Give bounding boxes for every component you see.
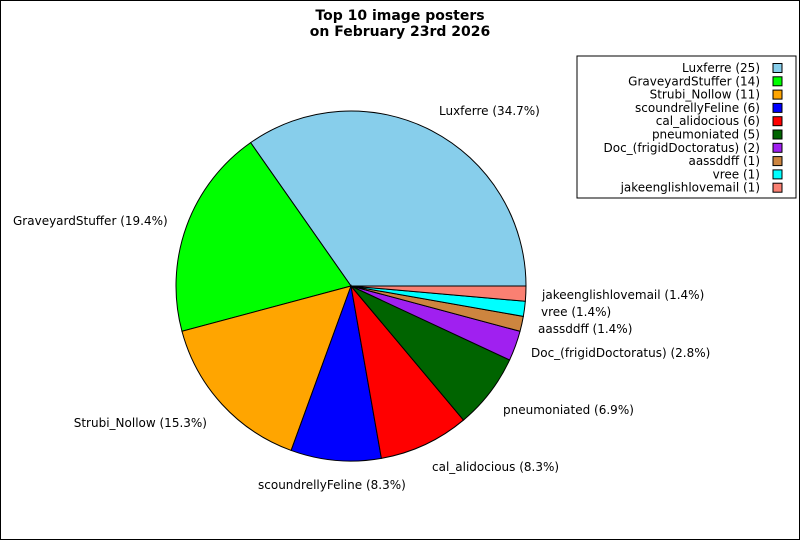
legend-box (576, 55, 797, 199)
legend-label: scoundrellyFeline (6) (635, 101, 760, 115)
legend-label: aassddff (1) (688, 154, 760, 168)
legend-label: vree (1) (713, 167, 760, 181)
pie-slice-jakeenglishlovemail (350, 285, 527, 302)
legend-swatch (772, 129, 783, 140)
chart-title-line1: Top 10 image posters (315, 8, 484, 24)
slice-label: Strubi_Nollow (15.3%) (74, 416, 207, 430)
legend-label: Doc_(frigidDoctoratus) (2) (604, 141, 761, 155)
slice-label: aassddff (1.4%) (538, 322, 632, 336)
chart-title-line2: on February 23rd 2026 (310, 24, 490, 40)
legend-swatch (772, 89, 783, 100)
pie-slice-scoundrellyfeline (290, 284, 382, 462)
legend-label: jakeenglishlovemail (1) (620, 181, 760, 195)
slice-label: GraveyardStuffer (19.4%) (13, 214, 168, 228)
legend-swatch (772, 116, 783, 127)
pie-slice-cal-alidocious (350, 284, 465, 459)
slice-label: Luxferre (34.7%) (439, 104, 540, 118)
legend-swatch (772, 156, 783, 167)
pie-slice-graveyardstuffer (175, 141, 352, 332)
pie-slice-luxferre (249, 110, 527, 287)
slice-label: vree (1.4%) (541, 305, 611, 319)
legend-label: cal_alidocious (6) (656, 114, 760, 128)
legend-swatch (772, 182, 783, 193)
pie-slice-strubi-nollow (181, 285, 352, 452)
legend-swatch (772, 76, 783, 87)
slice-label: Doc_(frigidDoctoratus) (2.8%) (531, 346, 710, 360)
slice-label: jakeenglishlovemail (1.4%) (541, 288, 704, 302)
legend-label: Strubi_Nollow (11) (650, 88, 760, 102)
legend-label: Luxferre (25) (682, 61, 760, 75)
slice-label: pneumoniated (6.9%) (503, 403, 634, 417)
slice-label: cal_alidocious (8.3%) (432, 460, 559, 474)
legend-swatch (772, 169, 783, 180)
legend-swatch (772, 63, 783, 73)
legend-label: pneumoniated (5) (652, 128, 760, 142)
slice-label: scoundrellyFeline (8.3%) (258, 478, 406, 492)
legend-swatch (772, 142, 783, 153)
legend-swatch (772, 102, 783, 113)
legend-label: GraveyardStuffer (14) (628, 74, 760, 88)
